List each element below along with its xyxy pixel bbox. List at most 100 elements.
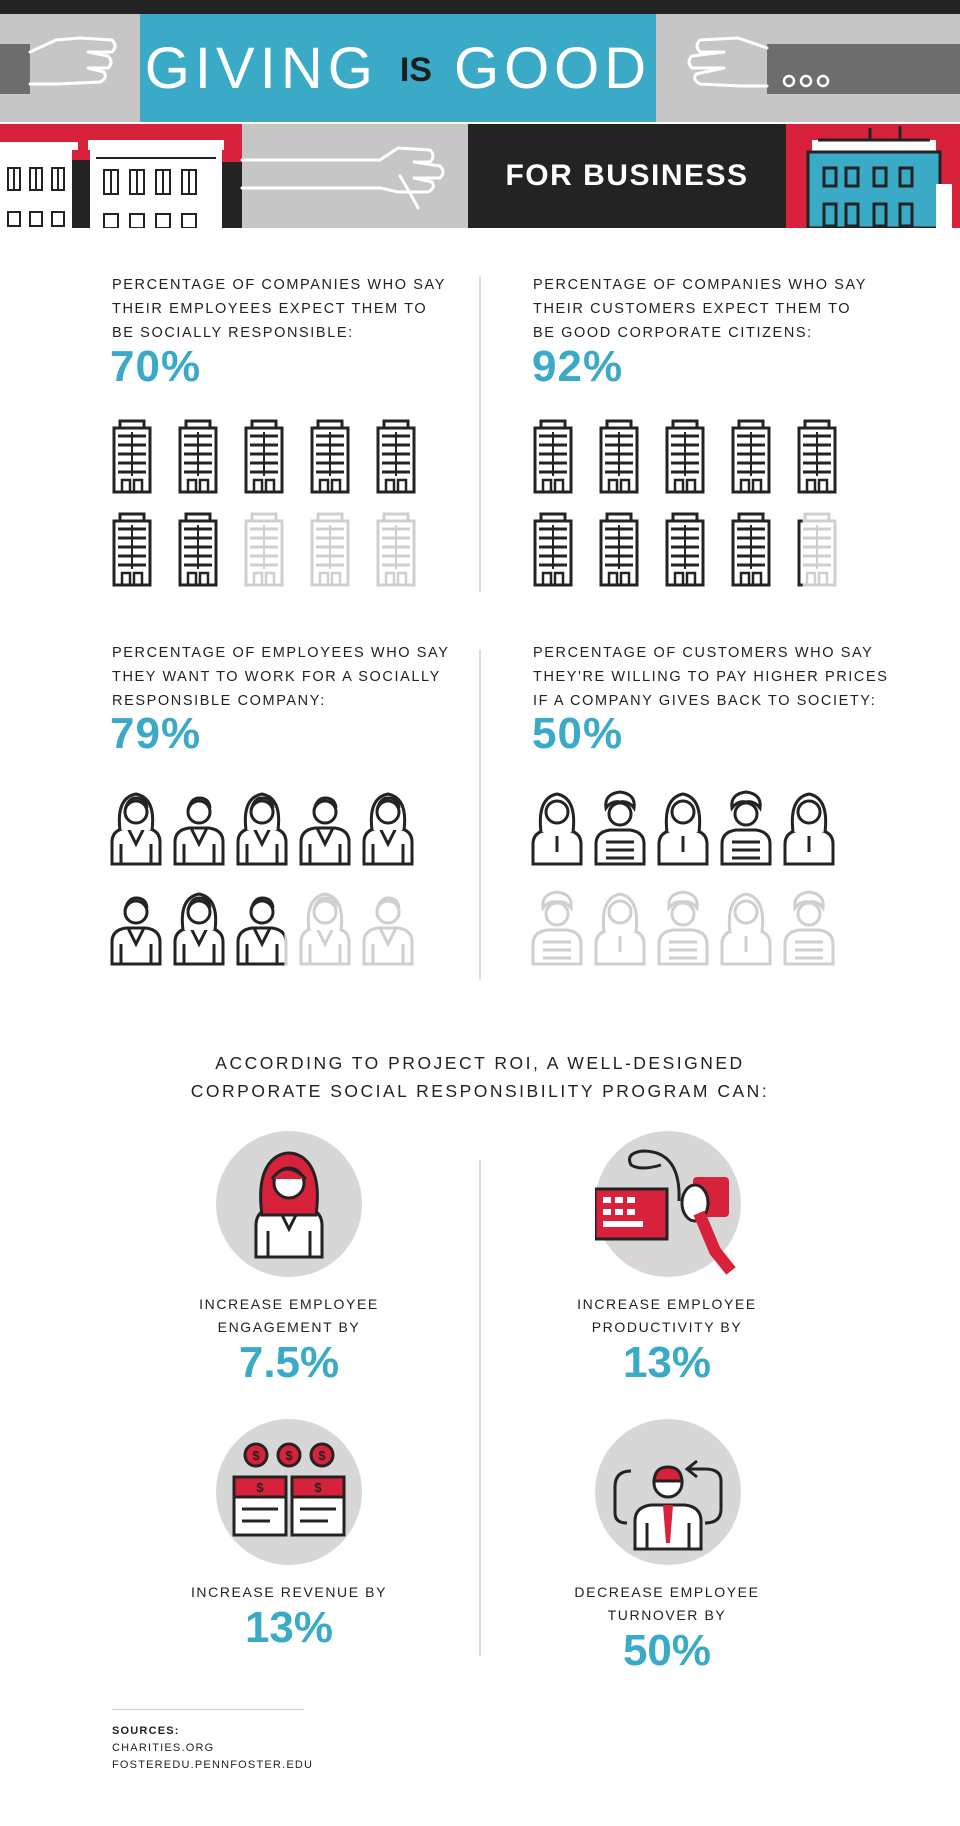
stat-question: PERCENTAGE OF COMPANIES WHO SAY THEIR CU… — [533, 273, 867, 345]
employee-icon — [299, 796, 351, 866]
pointing-hand-icon — [28, 36, 117, 86]
building-icon — [178, 419, 218, 494]
stat-percent: 50% — [532, 709, 624, 758]
svg-text:$: $ — [318, 1448, 326, 1463]
heading-line: ACCORDING TO PROJECT ROI, A WELL-DESIGNE… — [215, 1053, 745, 1073]
roi-heading: ACCORDING TO PROJECT ROI, A WELL-DESIGNE… — [0, 1049, 960, 1105]
subtitle: FOR BUSINESS — [505, 159, 749, 192]
sources-title: SOURCES: — [112, 1725, 180, 1737]
caption-line: INCREASE EMPLOYEE — [199, 1296, 379, 1312]
question-line: BE GOOD CORPORATE CITIZENS: — [533, 325, 813, 341]
customer-icon — [783, 890, 835, 966]
employee-icon — [362, 896, 414, 966]
roi-value: 13% — [244, 1603, 334, 1652]
employee-icon — [110, 792, 162, 866]
svg-text:$: $ — [252, 1448, 260, 1463]
source-link[interactable]: FOSTEREDU.PENNFOSTER.EDU — [112, 1759, 314, 1771]
roi-value: 50% — [622, 1626, 712, 1675]
roi-caption: DECREASE EMPLOYEE TURNOVER BY — [517, 1581, 817, 1627]
building-icon — [806, 126, 952, 228]
stat-question: PERCENTAGE OF CUSTOMERS WHO SAY THEY'RE … — [533, 641, 889, 713]
source-link[interactable]: CHARITIES.ORG — [112, 1742, 215, 1754]
building-icon — [244, 419, 284, 494]
customer-icon — [594, 790, 646, 866]
stat-percent: 79% — [110, 709, 202, 758]
icon-circle — [216, 1131, 362, 1277]
building-icon — [244, 512, 284, 587]
employee-icon — [236, 792, 288, 866]
caption-line: PRODUCTIVITY BY — [591, 1319, 743, 1335]
building-icon — [731, 419, 771, 494]
employee-icon — [110, 896, 162, 966]
question-line: PERCENTAGE OF CUSTOMERS WHO SAY — [533, 645, 874, 661]
title-good: GOOD — [453, 35, 652, 101]
building-icon — [665, 512, 705, 587]
roi-value: 7.5% — [238, 1338, 340, 1387]
building-icon — [599, 419, 639, 494]
question-line: RESPONSIBLE COMPANY: — [112, 693, 326, 709]
engaged-employee-icon — [254, 1151, 324, 1259]
building-icon — [533, 512, 573, 587]
question-line: THEY'RE WILLING TO PAY HIGHER PRICES — [533, 669, 889, 685]
caption-line: ENGAGEMENT BY — [217, 1319, 361, 1335]
heading-line: CORPORATE SOCIAL RESPONSIBILITY PROGRAM … — [190, 1081, 770, 1101]
customer-icon — [531, 890, 583, 966]
building-icon — [310, 512, 350, 587]
customer-icon — [657, 792, 709, 866]
stat-question: PERCENTAGE OF COMPANIES WHO SAY THEIR EM… — [112, 273, 446, 345]
title-is: IS — [399, 50, 432, 89]
icon-grid — [108, 418, 428, 590]
customer-icon — [783, 792, 835, 866]
caption-line: DECREASE EMPLOYEE — [574, 1584, 760, 1600]
stat-question: PERCENTAGE OF EMPLOYEES WHO SAY THEY WAN… — [112, 641, 450, 713]
customer-icon — [720, 790, 772, 866]
icon-circle — [593, 1131, 741, 1277]
employee-icon — [299, 892, 351, 966]
customer-icon — [720, 892, 772, 966]
building-icon — [88, 140, 242, 228]
roi-caption: INCREASE REVENUE BY — [139, 1581, 439, 1604]
pointing-hand-icon — [240, 146, 445, 210]
money-stacks-icon: $ $ $ $ $ — [232, 1442, 346, 1537]
employee-icon — [173, 892, 225, 966]
building-icon — [112, 512, 152, 587]
dots-icon — [782, 74, 830, 88]
question-line: THEIR CUSTOMERS EXPECT THEM TO — [533, 301, 852, 317]
stat-percent: 92% — [532, 342, 624, 391]
title-giving: GIVING — [144, 35, 378, 101]
divider — [479, 276, 481, 592]
question-line: PERCENTAGE OF COMPANIES WHO SAY — [533, 277, 867, 293]
question-line: BE SOCIALLY RESPONSIBLE: — [112, 325, 354, 341]
building-icon — [797, 512, 837, 587]
building-icon — [376, 512, 416, 587]
customer-icon — [657, 890, 709, 966]
pointing-hand-icon — [687, 36, 769, 88]
roi-caption: INCREASE EMPLOYEE ENGAGEMENT BY — [139, 1293, 439, 1339]
title-block: GIVING IS GOOD — [140, 14, 656, 122]
caption-line: INCREASE REVENUE BY — [190, 1584, 388, 1600]
svg-text:$: $ — [314, 1480, 322, 1495]
building-icon — [0, 142, 90, 228]
header-illustration — [0, 0, 960, 228]
building-icon — [731, 512, 771, 587]
icon-grid — [529, 786, 849, 976]
header-banner: GIVING IS GOOD FOR BUSINESS — [0, 0, 960, 228]
icon-grid — [108, 786, 428, 976]
question-line: IF A COMPANY GIVES BACK TO SOCIETY: — [533, 693, 877, 709]
building-icon — [178, 512, 218, 587]
svg-text:$: $ — [256, 1480, 264, 1495]
customer-icon — [594, 892, 646, 966]
stat-percent: 70% — [110, 342, 202, 391]
svg-text:$: $ — [285, 1448, 293, 1463]
building-icon — [797, 419, 837, 494]
roi-caption: INCREASE EMPLOYEE PRODUCTIVITY BY — [517, 1293, 817, 1339]
divider — [479, 1160, 481, 1656]
icon-grid — [529, 418, 849, 590]
keyboard-mouse-icon — [593, 1149, 736, 1275]
question-line: PERCENTAGE OF EMPLOYEES WHO SAY — [112, 645, 450, 661]
building-icon — [376, 419, 416, 494]
caption-line: TURNOVER BY — [607, 1607, 727, 1623]
sources-divider — [112, 1709, 304, 1710]
icon-circle — [595, 1419, 741, 1565]
question-line: THEIR EMPLOYEES EXPECT THEM TO — [112, 301, 428, 317]
